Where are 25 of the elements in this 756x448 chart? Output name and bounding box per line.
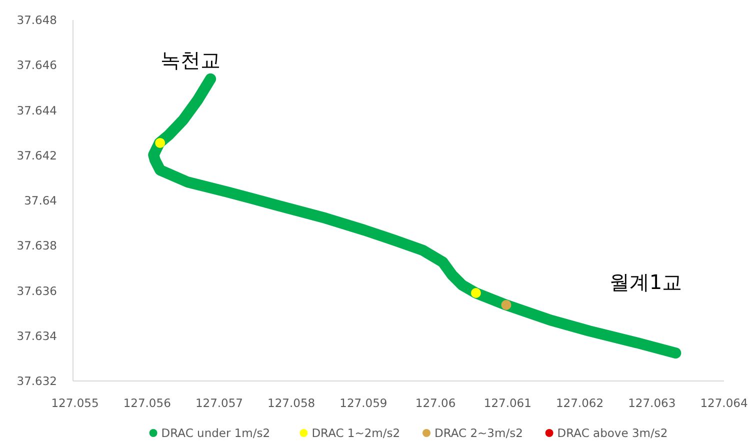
y-tick-label: 37.64	[24, 194, 57, 208]
x-tick-label: 127.063	[628, 396, 676, 410]
y-tick-label: 37.644	[16, 103, 57, 118]
y-tick-label: 37.636	[16, 284, 57, 298]
x-tick-label: 127.06	[415, 396, 456, 410]
legend-label: DRAC 1~2m/s2	[312, 426, 400, 440]
legend-label: DRAC above 3m/s2	[557, 426, 668, 440]
legend-label: DRAC under 1m/s2	[161, 426, 270, 440]
y-tick-label: 37.646	[16, 58, 57, 72]
annotation: 녹천교	[160, 48, 221, 72]
x-tick-label: 127.056	[123, 396, 171, 410]
x-tick-label: 127.064	[700, 396, 748, 410]
legend-label: DRAC 2~3m/s2	[434, 426, 523, 440]
x-tick-label: 127.057	[195, 396, 244, 410]
annotation: 월계1교	[609, 270, 682, 294]
y-tick-label: 37.638	[16, 238, 57, 253]
y-tick-label: 37.632	[16, 374, 57, 388]
y-tick-label: 37.634	[16, 328, 57, 343]
x-tick-label: 127.058	[268, 396, 316, 410]
x-tick-label: 127.061	[484, 396, 532, 410]
x-tick-label: 127.062	[556, 396, 604, 410]
x-tick-label: 127.055	[51, 396, 99, 410]
x-tick-label: 127.059	[340, 396, 388, 410]
y-tick-label: 37.648	[16, 13, 57, 27]
y-tick-label: 37.642	[16, 148, 57, 162]
